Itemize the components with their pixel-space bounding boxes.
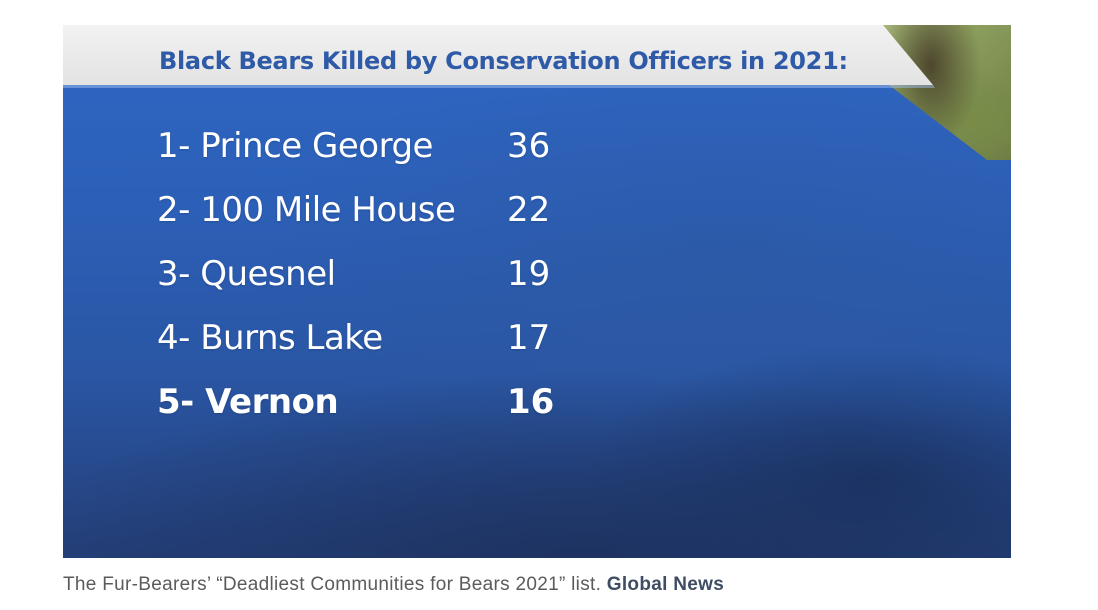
title-band-edge xyxy=(63,85,935,88)
title-band xyxy=(63,25,933,85)
news-graphic: Black Bears Killed by Conservation Offic… xyxy=(63,25,1011,558)
ranking-count: 36 xyxy=(507,126,551,166)
ranking-community: 1- Prince George xyxy=(157,126,433,166)
ranking-row: 1- Prince George 36 xyxy=(63,126,1011,176)
caption-text: The Fur-Bearers’ “Deadliest Communities … xyxy=(63,574,602,595)
ranking-community: 3- Quesnel xyxy=(157,254,336,294)
ranking-community: 4- Burns Lake xyxy=(157,318,383,358)
ranking-count: 19 xyxy=(507,254,551,294)
image-caption: The Fur-Bearers’ “Deadliest Communities … xyxy=(63,574,724,596)
ranking-count: 16 xyxy=(507,382,555,422)
ranking-list: 1- Prince George 36 2- 100 Mile House 22… xyxy=(63,25,1011,558)
ranking-count: 17 xyxy=(507,318,551,358)
ranking-row: 3- Quesnel 19 xyxy=(63,254,1011,304)
graphic-title: Black Bears Killed by Conservation Offic… xyxy=(159,47,848,75)
ranking-community: 5- Vernon xyxy=(157,382,339,422)
ranking-count: 22 xyxy=(507,190,551,230)
ranking-row: 2- 100 Mile House 22 xyxy=(63,190,1011,240)
blurred-bear-background xyxy=(63,25,1011,558)
ranking-row: 4- Burns Lake 17 xyxy=(63,318,1011,368)
caption-credit: Global News xyxy=(606,574,725,595)
ranking-row-highlighted: 5- Vernon 16 xyxy=(63,382,1011,432)
ranking-community: 2- 100 Mile House xyxy=(157,190,456,230)
